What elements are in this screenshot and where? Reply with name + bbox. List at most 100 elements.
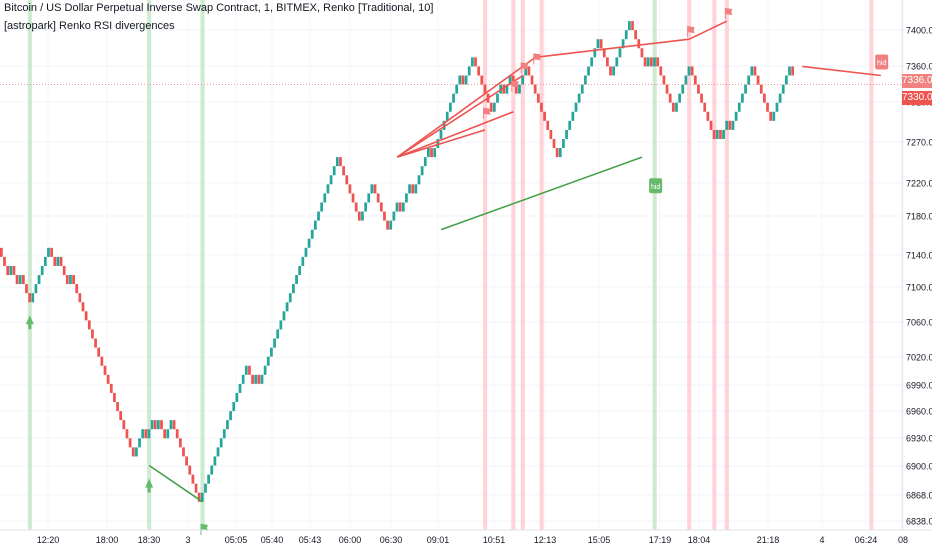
bearish-divergence-line — [396, 111, 514, 158]
down-brick — [533, 84, 537, 94]
down-brick — [194, 483, 198, 493]
x-tick-label: 15:05 — [588, 535, 611, 545]
up-brick — [138, 438, 141, 448]
down-brick — [25, 284, 28, 294]
up-brick — [314, 220, 317, 230]
down-brick — [348, 184, 352, 194]
x-tick-label: 08 — [898, 535, 908, 545]
y-tick-label: 7360.0 — [906, 62, 932, 72]
up-brick — [467, 66, 471, 76]
down-brick — [719, 129, 722, 139]
up-brick — [238, 383, 242, 393]
up-brick — [518, 84, 521, 94]
flag-cloth — [533, 53, 541, 61]
up-brick — [568, 120, 572, 130]
down-brick — [530, 75, 534, 85]
y-tick-label: 7100.0 — [906, 283, 932, 293]
up-brick — [69, 275, 72, 285]
up-brick — [276, 329, 280, 339]
up-brick — [442, 120, 446, 130]
divergence-lines — [0, 20, 902, 503]
down-brick — [480, 75, 484, 85]
up-brick — [135, 447, 138, 457]
up-brick — [580, 84, 584, 94]
up-brick — [562, 138, 565, 149]
x-tick-label: 05:43 — [299, 535, 322, 545]
down-brick — [345, 175, 349, 185]
up-brick — [596, 39, 600, 49]
up-brick — [288, 293, 292, 303]
up-brick — [216, 447, 220, 457]
x-tick-label: 18:30 — [138, 535, 161, 545]
down-brick — [376, 193, 380, 203]
down-brick — [62, 265, 66, 276]
up-brick — [279, 320, 283, 330]
up-brick — [439, 129, 443, 139]
x-tick-label: 09:01 — [427, 535, 450, 545]
down-brick — [188, 465, 192, 475]
up-brick — [232, 402, 236, 412]
time-axis[interactable]: 12:20 18:00 18:30 3 05:05 05:40 05:43 06:00 06:3… — [37, 535, 908, 545]
up-brick — [778, 93, 782, 103]
up-brick — [646, 57, 650, 67]
up-brick — [207, 474, 210, 484]
down-brick — [163, 429, 167, 439]
down-brick — [175, 429, 179, 439]
down-brick — [706, 111, 710, 121]
down-brick — [474, 57, 477, 67]
up-brick — [621, 39, 625, 49]
up-brick — [370, 184, 374, 194]
up-brick — [449, 102, 452, 112]
up-brick — [521, 75, 524, 85]
down-brick — [251, 374, 254, 384]
indicator-label[interactable]: [astropark] Renko RSI divergences — [4, 20, 175, 32]
down-brick — [97, 347, 101, 357]
bearish-signal-band — [539, 0, 544, 530]
up-brick — [574, 102, 578, 112]
up-brick — [436, 138, 440, 149]
up-brick — [40, 265, 44, 276]
up-brick — [433, 148, 437, 158]
bearish-divergence-line — [396, 129, 486, 158]
up-brick — [292, 284, 295, 294]
down-brick — [128, 438, 132, 448]
down-brick — [709, 120, 713, 130]
bullish-arrow-icon — [145, 478, 154, 493]
up-brick — [332, 166, 336, 176]
hidden-divergence-label — [649, 178, 663, 194]
bullish-divergence-line — [148, 464, 203, 503]
up-brick — [323, 193, 327, 203]
up-brick — [571, 111, 575, 121]
up-brick — [226, 420, 229, 430]
up-brick — [628, 21, 631, 31]
up-brick — [47, 247, 50, 257]
down-brick — [339, 157, 342, 167]
y-tick-label: 7400.0 — [906, 26, 932, 36]
down-brick — [514, 84, 518, 94]
up-brick — [329, 175, 333, 185]
up-brick — [785, 75, 788, 85]
up-brick — [295, 275, 298, 285]
up-brick — [56, 256, 60, 266]
up-brick — [401, 202, 405, 212]
down-brick — [91, 329, 94, 339]
bearish-divergence-line — [802, 65, 881, 77]
hidden-divergence-text: hid — [877, 60, 886, 67]
bearish-flag-icon — [533, 53, 541, 65]
up-brick — [405, 193, 408, 203]
down-brick — [0, 247, 3, 257]
up-brick — [458, 75, 462, 85]
down-brick — [791, 66, 795, 76]
y-tick-label: 6960.0 — [906, 407, 932, 417]
down-brick — [379, 202, 383, 212]
down-brick — [351, 193, 355, 203]
x-tick-label: 06:00 — [339, 535, 362, 545]
x-tick-label: 05:40 — [261, 535, 284, 545]
bearish-signal-band — [724, 0, 729, 530]
x-tick-label: 05:05 — [225, 535, 248, 545]
down-brick — [662, 75, 666, 85]
up-brick — [260, 374, 264, 384]
up-brick — [653, 57, 656, 67]
